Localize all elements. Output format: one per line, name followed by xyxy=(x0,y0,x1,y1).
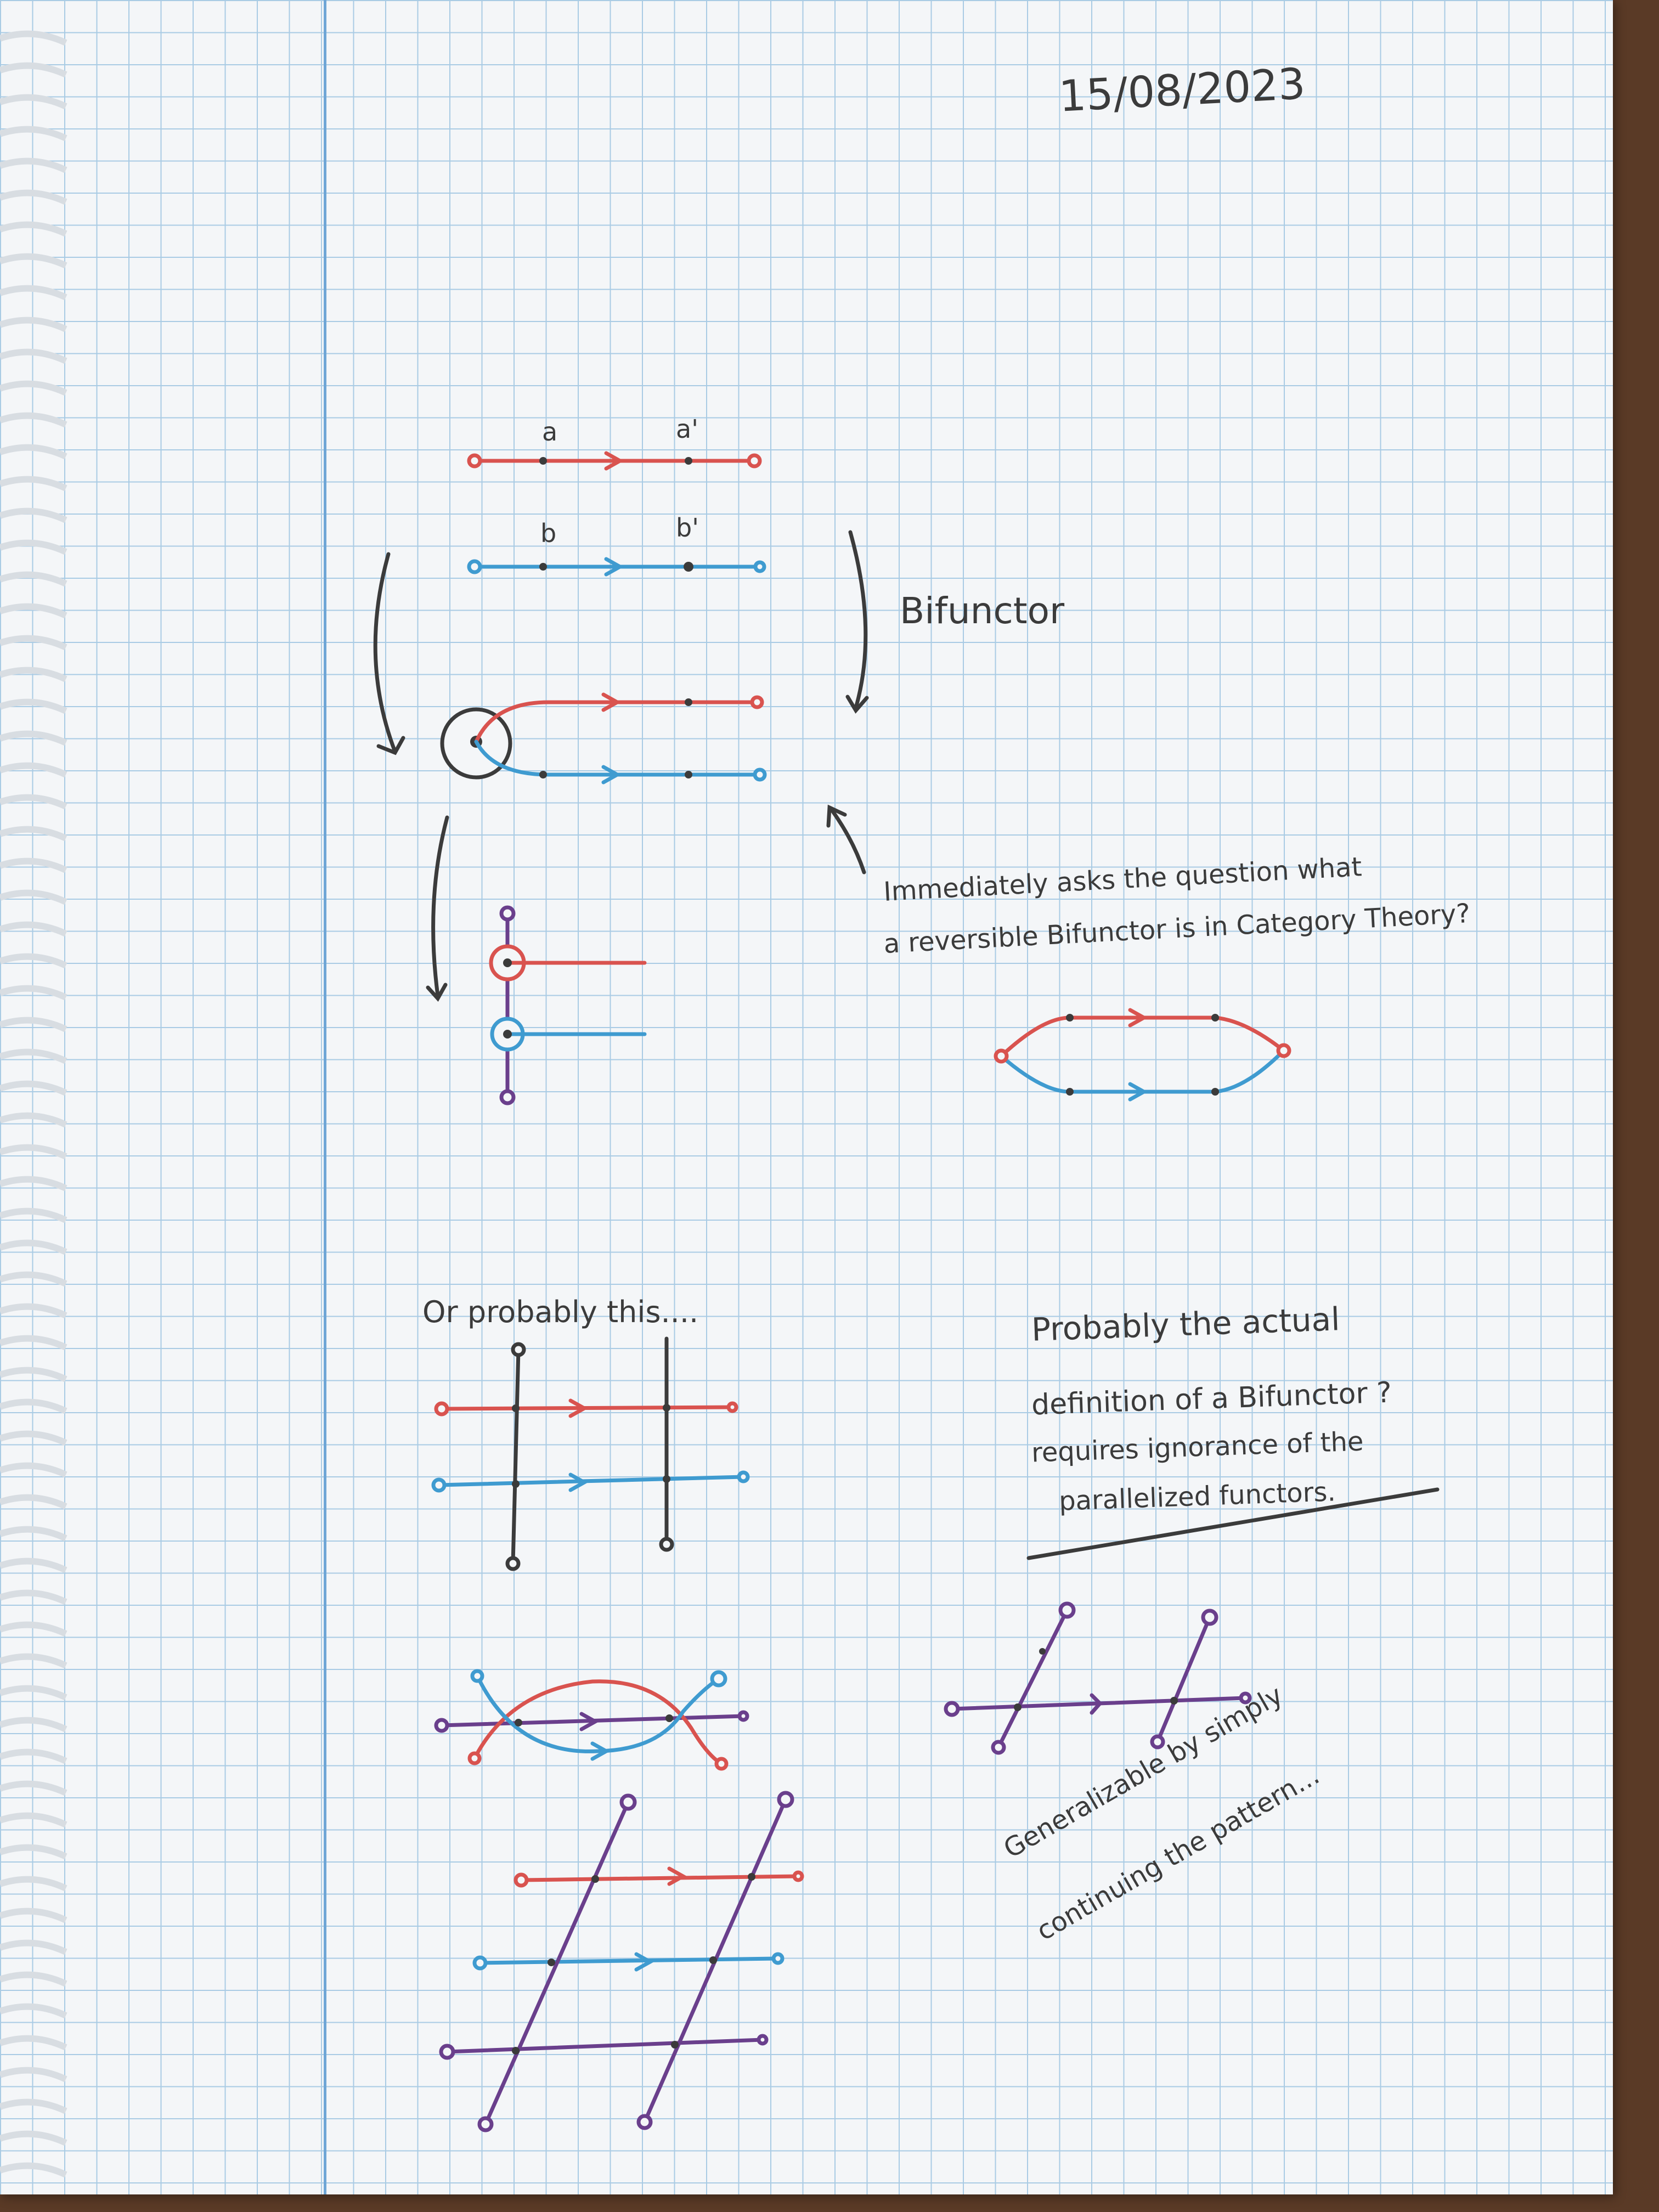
spiral-coil xyxy=(0,1494,67,1510)
spiral-coil xyxy=(0,157,67,173)
spiral-coil xyxy=(0,189,67,205)
label-a-prime: a' xyxy=(676,414,698,444)
spiral-coil xyxy=(0,667,67,682)
spiral-coil xyxy=(0,603,67,619)
spiral-coil xyxy=(0,1589,67,1605)
diagram-merged-source xyxy=(440,692,767,785)
spiral-coil xyxy=(0,1112,67,1128)
spiral-coil xyxy=(0,2162,67,2178)
spiral-coil xyxy=(0,2130,67,2146)
spiral-coil xyxy=(0,1398,67,1414)
spiral-coil xyxy=(0,539,67,555)
spiral-coil xyxy=(0,762,67,778)
bifunctor-bracket xyxy=(848,530,868,710)
spiral-coil xyxy=(0,1876,67,1892)
spiral-coil xyxy=(0,253,67,269)
spiral-coil xyxy=(0,1239,67,1255)
spiral-coil xyxy=(0,285,67,301)
bifunctor-label: Bifunctor xyxy=(900,590,1065,632)
spiral-coil xyxy=(0,1780,67,1796)
spiral-coil xyxy=(0,794,67,810)
spiral-coil xyxy=(0,317,67,332)
spiral-coil xyxy=(0,1176,67,1192)
spiral-coil xyxy=(0,826,67,842)
spiral-coil xyxy=(0,1080,67,1096)
spiral-coil xyxy=(0,1812,67,1828)
spiral-coil xyxy=(0,921,67,937)
spiral-coil xyxy=(0,1430,67,1446)
label-b: b xyxy=(540,518,557,548)
margin-line xyxy=(324,0,326,2194)
diagram-vertical-stack xyxy=(489,905,647,1105)
underline-rule xyxy=(1026,1487,1440,1560)
spiral-coil xyxy=(0,348,67,364)
label-b-prime: b' xyxy=(676,513,699,543)
spiral-coil xyxy=(0,1462,67,1478)
notebook-page: 15/08/2023 a a' b b' Bifunctor Immediate… xyxy=(0,0,1613,2194)
spiral-coil xyxy=(0,1367,67,1383)
spiral-coil xyxy=(0,2035,67,2051)
spiral-coil xyxy=(0,2003,67,2019)
spiral-coil xyxy=(0,221,67,237)
spiral-coil xyxy=(0,94,67,110)
spiral-coil xyxy=(0,1048,67,1064)
spiral-coil xyxy=(0,1144,67,1160)
diagram-bifunctor-inputs xyxy=(467,451,766,577)
spiral-coil xyxy=(0,507,67,523)
spiral-coil xyxy=(0,1017,67,1032)
spiral-coil xyxy=(0,1558,67,1573)
diagram-generalized xyxy=(439,1791,804,2132)
label-a: a xyxy=(542,417,558,447)
spiral-coil xyxy=(0,730,67,746)
spiral-coil xyxy=(0,1621,67,1637)
spiral-coil xyxy=(0,698,67,714)
diagram-curved-crossing xyxy=(434,1669,749,1771)
arrow-down-1 xyxy=(373,552,397,754)
spiral-coil xyxy=(0,1207,67,1223)
spiral-coil xyxy=(0,1908,67,1923)
diagram-reversible xyxy=(994,1008,1291,1102)
spiral-coil xyxy=(0,1685,67,1701)
spiral-coil xyxy=(0,1971,67,1987)
spiral-coil xyxy=(0,444,67,460)
spiral-coil xyxy=(0,1271,67,1287)
spiral-coil xyxy=(0,126,67,142)
or-probably-label: Or probably this.... xyxy=(422,1295,699,1329)
spiral-coil xyxy=(0,1748,67,1764)
spiral-coil xyxy=(0,412,67,428)
spiral-binding xyxy=(0,30,67,2178)
spiral-coil xyxy=(0,985,67,1001)
diagram-crossed-grid xyxy=(431,1336,750,1571)
spiral-coil xyxy=(0,2098,67,2114)
spiral-coil xyxy=(0,2067,67,2083)
spiral-coil xyxy=(0,476,67,492)
spiral-coil xyxy=(0,1717,67,1733)
spiral-coil xyxy=(0,1653,67,1669)
arrow-down-2 xyxy=(431,815,449,998)
spiral-coil xyxy=(0,380,67,396)
spiral-coil xyxy=(0,1844,67,1860)
arrow-up-question xyxy=(829,807,866,874)
diagram-slanted-two xyxy=(944,1487,1440,1755)
spiral-coil xyxy=(0,1939,67,1955)
spiral-coil xyxy=(0,857,67,873)
spiral-coil xyxy=(0,889,67,905)
sketch-diagrams xyxy=(373,451,1440,2132)
spiral-coil xyxy=(0,571,67,587)
spiral-coil xyxy=(0,1335,67,1351)
spiral-coil xyxy=(0,1526,67,1542)
spiral-coil xyxy=(0,1303,67,1319)
spiral-coil xyxy=(0,635,67,651)
spiral-coil xyxy=(0,953,67,969)
spiral-coil xyxy=(0,62,67,78)
spiral-coil xyxy=(0,30,67,46)
